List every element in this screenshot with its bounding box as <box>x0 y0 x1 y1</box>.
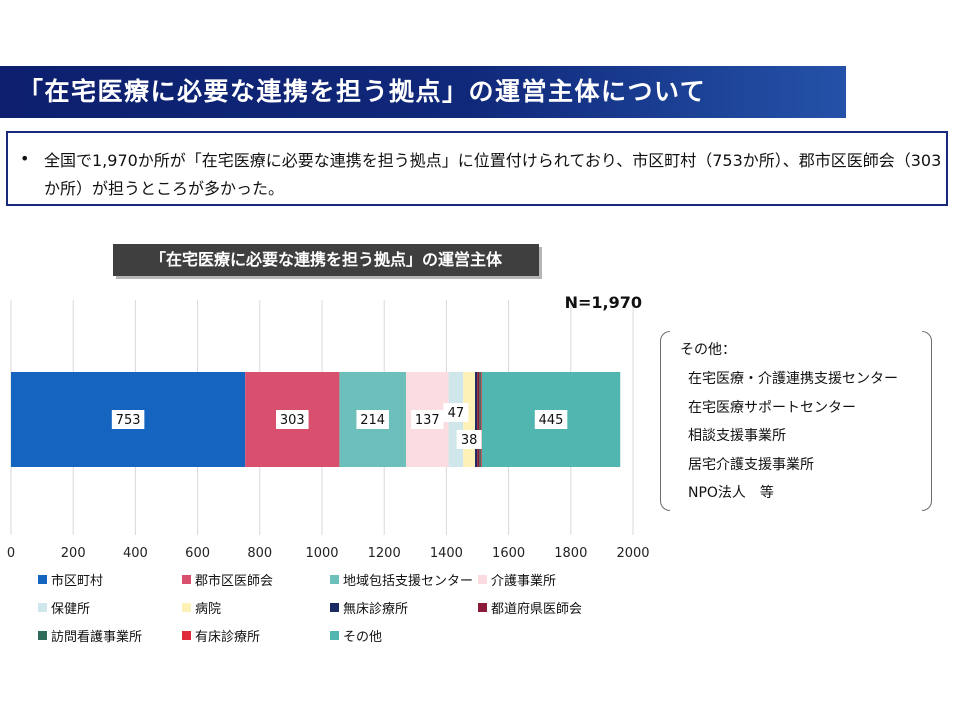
legend-item: 訪問看護事業所 <box>38 629 142 647</box>
bar-segment <box>463 372 476 467</box>
left-bracket <box>660 331 670 511</box>
data-label: 445 <box>539 413 564 428</box>
bar-segment <box>477 372 480 467</box>
right-bracket <box>922 331 932 511</box>
legend-item: 無床診療所 <box>330 601 408 619</box>
legend-label: 市区町村 <box>51 574 104 589</box>
legend-item: 有床診療所 <box>182 629 260 647</box>
others-item: 相談支援事業所 <box>688 428 786 444</box>
data-label-bg <box>456 430 482 449</box>
legend-label: 郡市区医師会 <box>195 574 274 589</box>
legend-label: 有床診療所 <box>195 630 261 645</box>
legend-label: 保健所 <box>51 602 91 617</box>
legend-swatch <box>330 603 339 612</box>
others-list: 在宅医療・介護連携支援センター 在宅医療サポートセンター 相談支援事業所 居宅介… <box>688 365 898 508</box>
legend-swatch <box>38 631 47 640</box>
x-tick-label: 1400 <box>430 546 463 561</box>
data-label-bg <box>534 410 568 429</box>
data-label-bg <box>111 410 145 429</box>
legend-label: 都道府県医師会 <box>491 602 583 617</box>
legend-swatch <box>38 603 47 612</box>
bar-segment <box>480 372 482 467</box>
bar-segment <box>475 372 478 467</box>
summary-box: • 全国で1,970か所が「在宅医療に必要な連携を担う拠点」に位置付けられており… <box>6 131 948 206</box>
others-item: 居宅介護支援事業所 <box>688 456 814 473</box>
x-tick-label: 1800 <box>554 546 587 561</box>
legend-swatch <box>330 631 339 640</box>
legend-swatch <box>330 575 339 584</box>
legend-swatch <box>182 603 191 612</box>
data-label-bg <box>356 410 389 429</box>
x-tick-label: 0 <box>7 546 15 561</box>
x-tick-label: 1200 <box>368 546 401 561</box>
x-tick-label: 1000 <box>305 546 338 561</box>
data-label: 38 <box>461 433 478 448</box>
legend-item: 市区町村 <box>38 573 103 591</box>
data-label: 214 <box>360 413 385 428</box>
data-label-bg <box>276 410 309 429</box>
legend-swatch <box>182 575 191 584</box>
summary-bullet: • <box>20 149 30 168</box>
x-tick-label: 800 <box>247 546 272 561</box>
legend-swatch <box>478 603 487 612</box>
others-note: その他： 在宅医療・介護連携支援センター 在宅医療サポートセンター 相談支援事業… <box>660 331 932 511</box>
bar-segment <box>479 372 481 467</box>
x-tick-label: 400 <box>123 546 148 561</box>
x-tick-label: 2000 <box>616 546 649 561</box>
x-tick-label: 200 <box>61 546 86 561</box>
legend-swatch <box>478 575 487 584</box>
x-tick-label: 600 <box>185 546 210 561</box>
others-heading: その他： <box>680 342 736 358</box>
data-label: 753 <box>116 413 141 428</box>
legend-label: 訪問看護事業所 <box>51 630 143 645</box>
data-label: 47 <box>448 406 465 421</box>
legend-item: 保健所 <box>38 601 90 619</box>
summary-text: 全国で1,970か所が「在宅医療に必要な連携を担う拠点」に位置付けられており、市… <box>44 151 942 198</box>
legend-item: その他 <box>330 629 382 647</box>
others-item: 在宅医療・介護連携支援センター <box>688 371 898 387</box>
data-label: 303 <box>280 413 305 428</box>
legend-label: 無床診療所 <box>343 602 409 617</box>
legend-label: 地域包括支援センター <box>343 574 474 589</box>
legend-item: 病院 <box>182 601 221 619</box>
data-label: 137 <box>415 413 440 428</box>
page-title: 「在宅医療に必要な連携を担う拠点」の運営主体について <box>18 77 707 106</box>
legend-item: 介護事業所 <box>478 573 556 591</box>
legend-item: 地域包括支援センター <box>330 573 473 591</box>
legend-item: 郡市区医師会 <box>182 573 273 591</box>
legend-swatch <box>38 575 47 584</box>
x-tick-label: 1600 <box>492 546 525 561</box>
others-item: 在宅医療サポートセンター <box>688 399 856 416</box>
legend-label: その他 <box>343 630 383 645</box>
legend-label: 病院 <box>195 602 222 617</box>
legend-swatch <box>182 631 191 640</box>
header-bar: 「在宅医療に必要な連携を担う拠点」の運営主体について <box>0 66 846 118</box>
legend-label: 介護事業所 <box>491 574 557 589</box>
data-label-bg <box>443 403 469 422</box>
chart-legend: 市区町村 郡市区医師会 地域包括支援センター 介護事業所保健所 病院 無床診療所 都道府県医… <box>38 573 618 657</box>
legend-item: 都道府県医師会 <box>478 601 582 619</box>
data-label-bg <box>411 410 444 429</box>
others-item: NPO法人 等 <box>688 485 774 501</box>
chart-title: 「在宅医療に必要な連携を担う拠点」の運営主体 <box>113 244 539 276</box>
sample-size-label: N=1,970 <box>564 293 642 312</box>
